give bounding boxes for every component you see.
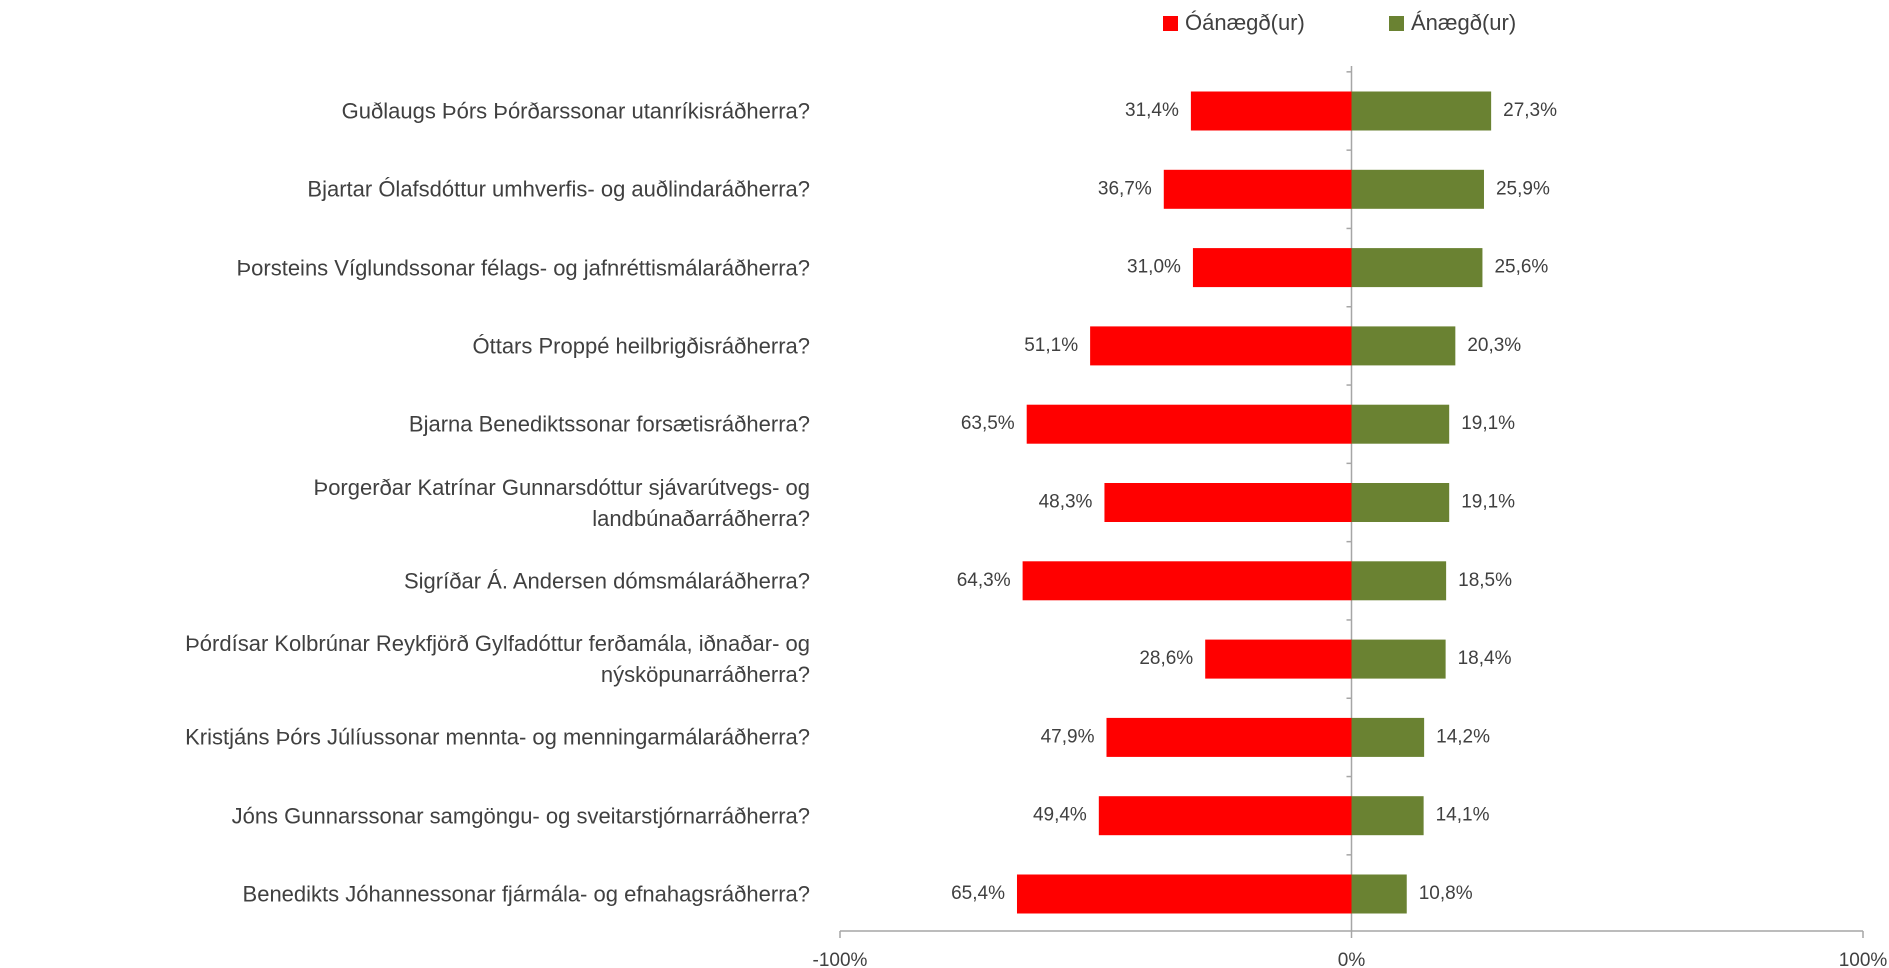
data-label: 65,4% xyxy=(951,883,1005,904)
category-label: Guðlaugs Þórs Þórðarssonar utanríkisráðh… xyxy=(341,98,810,124)
data-label: 18,5% xyxy=(1458,570,1512,591)
bar xyxy=(1026,404,1352,444)
data-label: 63,5% xyxy=(961,413,1015,434)
data-label: 25,6% xyxy=(1494,257,1548,278)
data-label: 31,4% xyxy=(1125,100,1179,121)
data-label: 48,3% xyxy=(1039,492,1093,513)
category-label: Sigríðar Á. Andersen dómsmálaráðherra? xyxy=(404,568,810,594)
category-label: Þorsteins Víglundssonar félags- og jafnr… xyxy=(236,255,810,281)
data-label: 36,7% xyxy=(1098,178,1152,199)
bar xyxy=(1351,326,1456,366)
category-label: Bjarna Benediktssonar forsætisráðherra? xyxy=(408,411,810,437)
data-label: 20,3% xyxy=(1467,335,1521,356)
legend-label: Óánægð(ur) xyxy=(1185,10,1305,35)
data-label: 31,0% xyxy=(1127,257,1181,278)
bar xyxy=(1205,639,1352,679)
data-label: 19,1% xyxy=(1461,492,1515,513)
bar xyxy=(1163,169,1352,209)
bar xyxy=(1022,561,1352,601)
bar xyxy=(1104,483,1352,522)
category-label: Jóns Gunnarssonar samgöngu- og sveitarst… xyxy=(231,803,810,829)
category-label: Óttars Proppé heilbrigðisráðherra? xyxy=(472,333,810,359)
data-label: 14,2% xyxy=(1436,726,1490,747)
legend-swatch xyxy=(1163,16,1178,31)
x-tick-label: -100% xyxy=(813,950,868,968)
bar xyxy=(1192,248,1352,288)
category-label: Þórdísar Kolbrúnar Reykfjörð Gylfadóttur… xyxy=(185,631,810,688)
bar xyxy=(1351,404,1450,444)
bar xyxy=(1351,874,1407,914)
data-label: 18,4% xyxy=(1458,648,1512,669)
bar xyxy=(1351,639,1446,679)
x-tick-label: 100% xyxy=(1839,950,1888,968)
data-label: 49,4% xyxy=(1033,805,1087,826)
category-label: Þorgerðar Katrínar Gunnarsdóttur sjávarú… xyxy=(313,474,810,531)
data-label: 51,1% xyxy=(1024,335,1078,356)
data-label: 28,6% xyxy=(1139,648,1193,669)
data-label: 19,1% xyxy=(1461,413,1515,434)
category-label: Kristjáns Þórs Júlíussonar mennta- og me… xyxy=(185,724,810,750)
bar xyxy=(1351,561,1447,601)
legend-label: Ánægð(ur) xyxy=(1411,10,1516,35)
bar xyxy=(1351,717,1425,757)
bar xyxy=(1351,169,1484,209)
bar xyxy=(1351,483,1450,522)
bar xyxy=(1090,326,1352,366)
data-label: 14,1% xyxy=(1436,805,1490,826)
data-label: 25,9% xyxy=(1496,178,1550,199)
legend-swatch xyxy=(1389,16,1404,31)
bar xyxy=(1098,796,1352,836)
bar xyxy=(1106,717,1352,757)
data-label: 47,9% xyxy=(1041,726,1095,747)
bar xyxy=(1351,796,1424,836)
data-label: 27,3% xyxy=(1503,100,1557,121)
bar xyxy=(1351,91,1492,131)
bar xyxy=(1016,874,1352,914)
data-label: 10,8% xyxy=(1419,883,1473,904)
data-label: 64,3% xyxy=(957,570,1011,591)
category-label: Benedikts Jóhannessonar fjármála- og efn… xyxy=(242,881,810,907)
bar xyxy=(1190,91,1352,131)
category-label: Bjartar Ólafsdóttur umhverfis- og auðlin… xyxy=(307,176,810,202)
bar xyxy=(1351,248,1483,288)
x-tick-label: 0% xyxy=(1338,950,1366,968)
